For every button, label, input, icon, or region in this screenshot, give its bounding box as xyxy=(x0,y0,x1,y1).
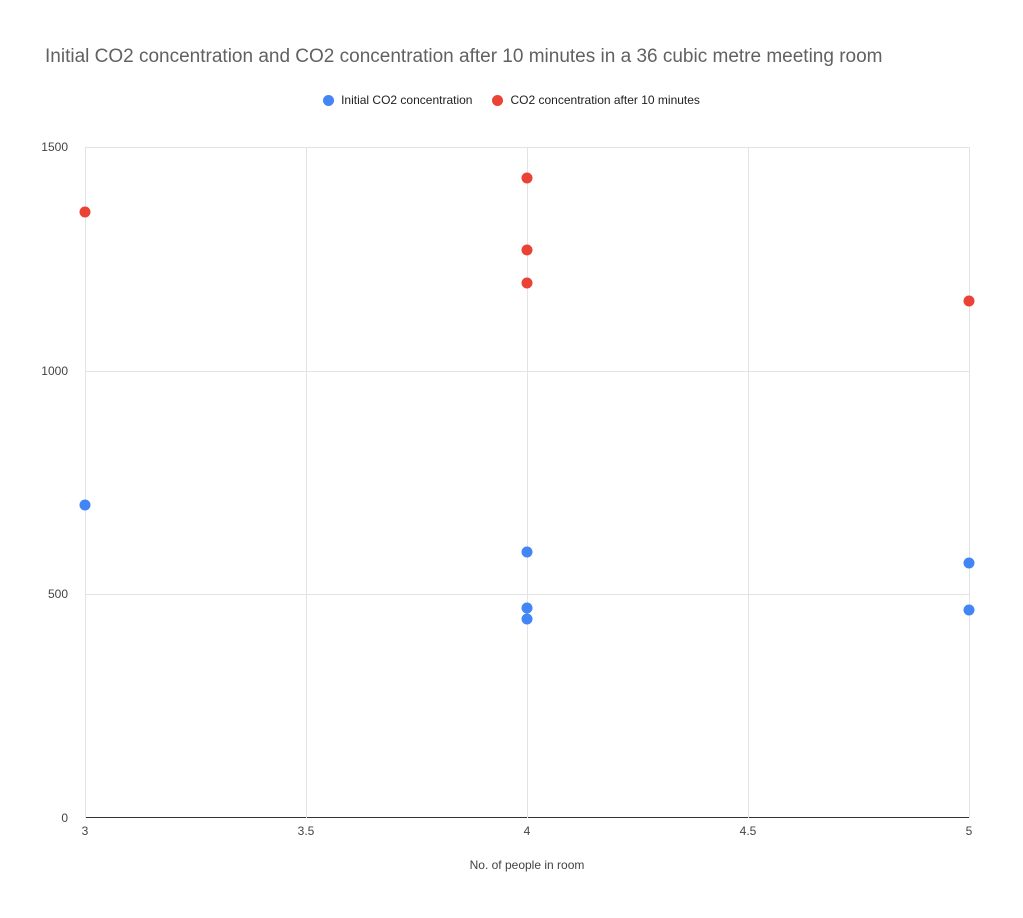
data-point[interactable] xyxy=(521,244,533,256)
x-tick-label: 4.5 xyxy=(739,824,757,838)
data-point[interactable] xyxy=(79,499,91,511)
v-gridline xyxy=(969,147,970,818)
v-gridline xyxy=(748,147,749,818)
data-point[interactable] xyxy=(963,557,975,569)
legend: Initial CO2 concentration CO2 concentrati… xyxy=(0,93,1023,107)
x-tick-label: 3.5 xyxy=(297,824,315,838)
data-point[interactable] xyxy=(521,613,533,625)
data-point[interactable] xyxy=(521,546,533,558)
data-point[interactable] xyxy=(521,277,533,289)
y-tick-label: 1000 xyxy=(41,363,68,378)
x-axis: 3 3.5 4 4.5 5 xyxy=(81,824,973,840)
x-axis-title: No. of people in room xyxy=(469,858,585,872)
x-tick-label: 5 xyxy=(965,824,973,838)
data-point[interactable] xyxy=(521,172,533,184)
chart-title: Initial CO2 concentration and CO2 concen… xyxy=(45,46,883,67)
plot-area xyxy=(79,147,975,818)
data-point[interactable] xyxy=(963,604,975,616)
legend-swatch-icon xyxy=(323,94,335,106)
x-tick-label: 3 xyxy=(81,824,89,838)
legend-label: Initial CO2 concentration xyxy=(341,93,473,107)
legend-swatch-icon xyxy=(492,94,504,106)
y-tick-label: 1500 xyxy=(41,140,68,154)
v-gridline xyxy=(527,147,528,818)
legend-label: CO2 concentration after 10 minutes xyxy=(510,93,700,107)
data-point[interactable] xyxy=(963,295,975,307)
data-point[interactable] xyxy=(79,206,91,218)
legend-item[interactable]: CO2 concentration after 10 minutes xyxy=(492,93,700,107)
y-tick-label: 500 xyxy=(47,587,68,602)
y-axis: 0 500 1000 1500 xyxy=(0,140,68,825)
v-gridline xyxy=(85,147,86,818)
x-tick-label: 4 xyxy=(523,824,531,838)
y-tick-label: 0 xyxy=(61,811,68,825)
v-gridline xyxy=(306,147,307,818)
data-point[interactable] xyxy=(521,602,533,614)
legend-item[interactable]: Initial CO2 concentration xyxy=(323,93,472,107)
